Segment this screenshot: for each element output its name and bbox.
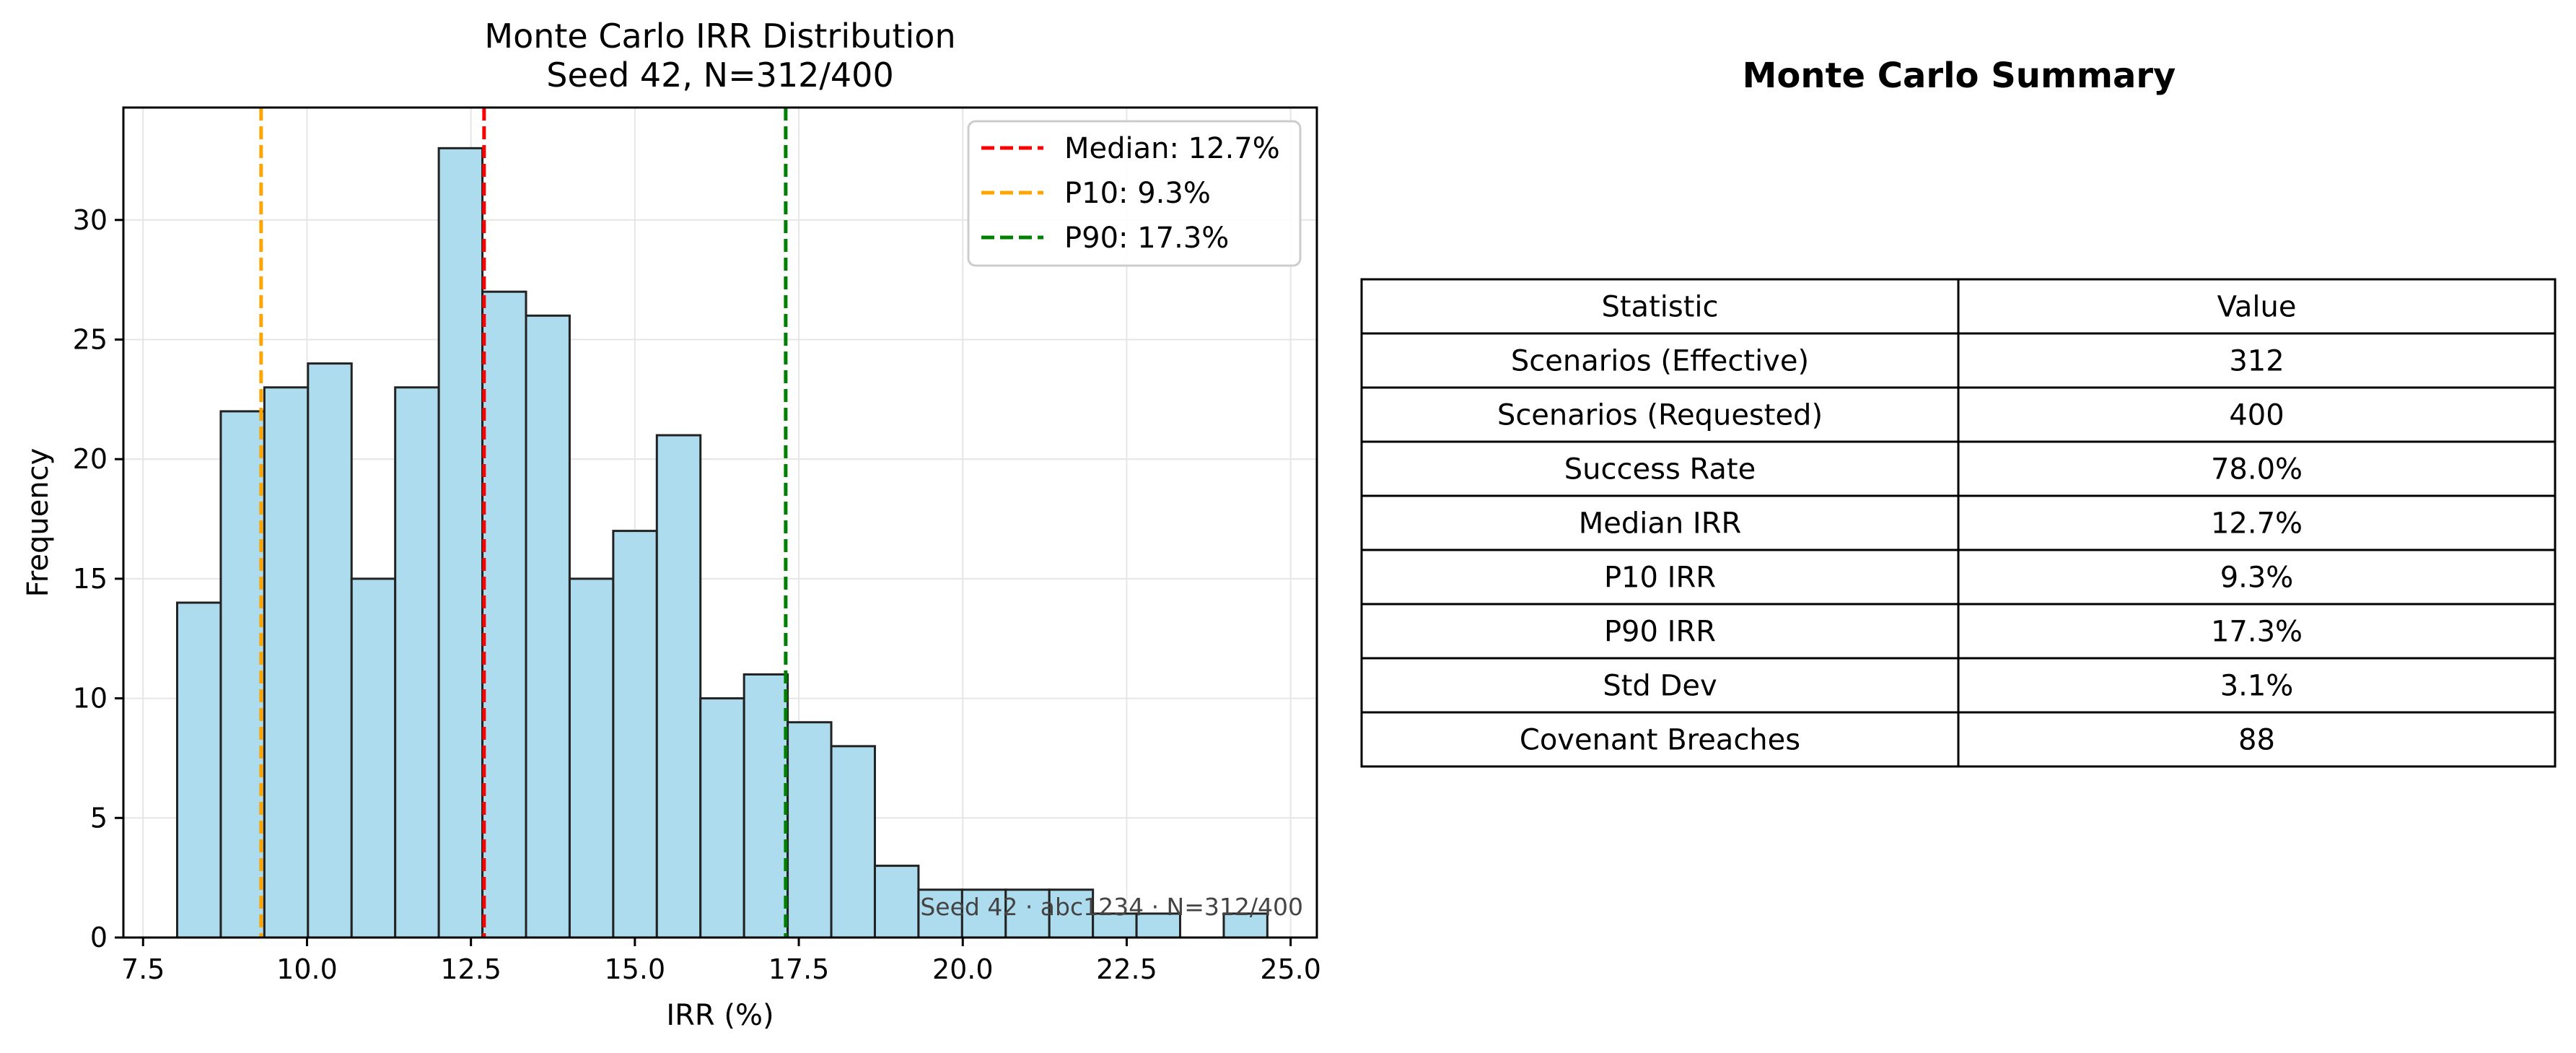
summary-table: Statistic Value Scenarios (Effective) 312 Sc… [1360,278,2557,768]
table-header-label: Statistic [1601,291,1718,324]
x-axis-ticks: 7.5 10.0 12.5 15.0 17.5 20.0 22.5 25.0 [121,938,1321,985]
table-value: 312 [2229,345,2284,378]
y-tick-label: 5 [90,802,108,834]
histogram-bar [655,434,702,939]
table-value: 400 [2229,399,2284,432]
irr-histogram-panel: Monte Carlo IRR Distribution Seed 42, N=… [22,17,1321,1032]
x-tick-label: 12.5 [440,953,501,985]
legend-label: P10: 9.3% [1064,177,1211,210]
histogram-bar [699,697,745,939]
y-tick-label: 10 [73,683,108,715]
y-tick-label: 0 [90,922,108,953]
table-value: 12.7% [2211,507,2303,541]
y-tick-label: 30 [73,204,108,236]
table-header-label: Value [2217,291,2297,324]
histogram-bar [1048,888,1095,939]
table-statistic-label: Std Dev [1603,670,1717,703]
histogram-bar [307,362,353,939]
histogram-bar [742,673,789,939]
table-title: Monte Carlo Summary [1743,56,2176,96]
histogram-plot-frame [122,106,1318,939]
table-statistic-label: Median IRR [1579,507,1742,541]
histogram-bar [873,865,920,939]
x-tick-label: 22.5 [1096,953,1157,985]
x-axis-label: IRR (%) [666,999,774,1032]
table-cell [1957,494,2557,551]
histogram-bar [1135,912,1182,939]
table-value: 88 [2238,724,2275,757]
table-value: 3.1% [2220,670,2294,703]
histogram-bar [394,386,440,939]
summary-table-panel: Monte Carlo Summary Statistic Value Scenar… [1360,56,2557,768]
table-cell [1957,386,2557,443]
table-value: 78.0% [2211,453,2303,486]
y-axis-ticks: 0 5 10 15 20 25 30 [73,204,123,953]
histogram-bar [437,147,484,939]
legend-entries: Median: 12.7% P10: 9.3% P90: 17.3% [981,132,1280,255]
histogram-bar [350,577,397,939]
table-cell [1360,440,1960,497]
histogram-bar [176,601,222,939]
reference-lines [259,108,788,938]
x-tick-label: 7.5 [121,953,165,985]
histogram-bar [525,314,571,939]
table-statistic-label: P10 IRR [1604,562,1716,595]
table-cell [1957,549,2557,606]
histogram-bar [263,386,310,939]
legend-label: P90: 17.3% [1064,222,1229,255]
y-axis-label: Frequency [22,448,55,598]
x-tick-label: 17.5 [768,953,830,985]
histogram-title: Monte Carlo IRR Distribution [484,17,955,56]
y-tick-label: 25 [73,323,108,355]
table-cell [1957,603,2557,660]
table-header-cell [1360,278,1960,335]
y-tick-label: 15 [73,563,108,595]
y-tick-label: 20 [73,443,108,475]
table-cell [1360,603,1960,660]
histogram-bar [481,290,527,939]
table-cell [1360,332,1960,389]
table-statistic-label: Success Rate [1564,453,1756,486]
seed-annotation: Seed 42 · abc1234 · N=312/400 [920,893,1303,921]
table-cell [1360,549,1960,606]
legend-box [967,120,1302,267]
table-statistic-label: Scenarios (Effective) [1511,345,1809,378]
table-statistic-label: P90 IRR [1604,616,1716,649]
x-tick-label: 15.0 [605,953,666,985]
table-cell [1360,711,1960,768]
histogram-bar [787,721,833,939]
table-cell [1957,711,2557,768]
x-tick-label: 10.0 [276,953,338,985]
histogram-bar [830,745,876,939]
table-statistic-label: Scenarios (Requested) [1497,399,1823,432]
x-tick-label: 20.0 [932,953,994,985]
histogram-subtitle: Seed 42, N=312/400 [546,56,893,95]
histogram-bars [176,147,1269,939]
histogram-bar [219,410,266,939]
histogram-bar [568,577,615,939]
histogram-bar [612,530,658,939]
x-tick-label: 25.0 [1260,953,1321,985]
legend-label: Median: 12.7% [1064,132,1280,165]
table-statistic-label: Covenant Breaches [1520,724,1800,757]
table-value: 17.3% [2211,616,2303,649]
table-value: 9.3% [2220,562,2294,595]
histogram-legend: Median: 12.7% P10: 9.3% P90: 17.3% [967,120,1302,267]
histogram-bar [960,888,1007,939]
